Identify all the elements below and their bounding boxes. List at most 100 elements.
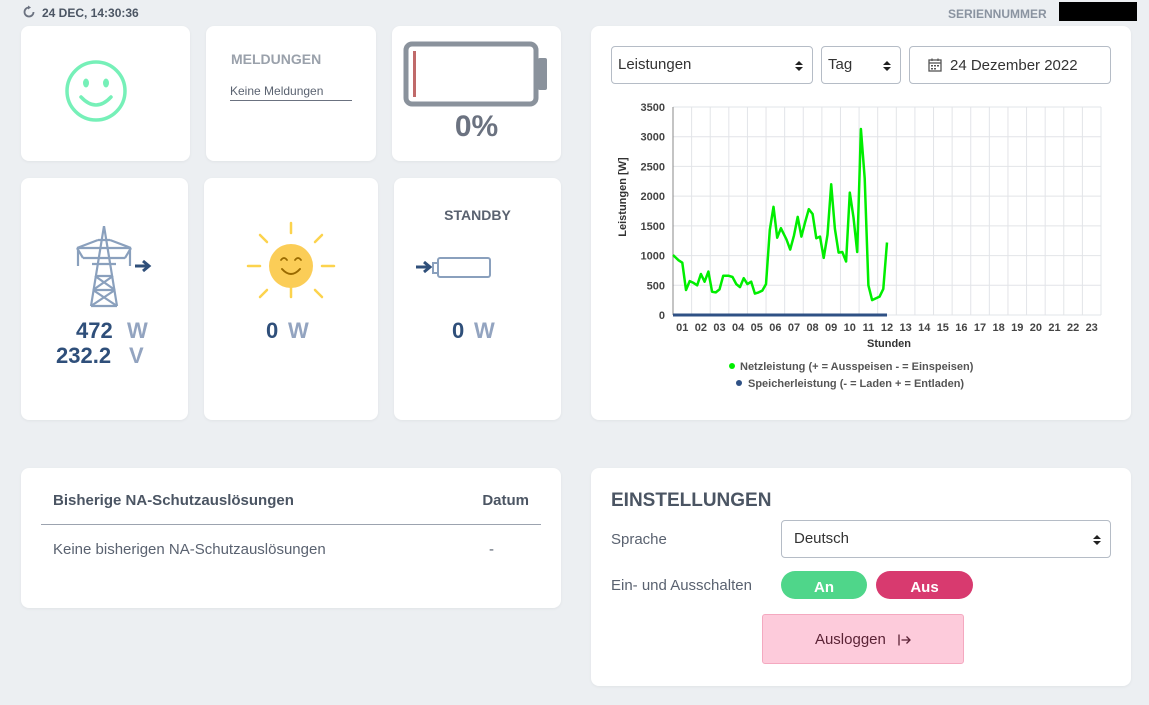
- y-axis-ticks: 0 500 1000 1500 2000 2500 3000 3500: [641, 102, 665, 322]
- language-label: Sprache: [611, 531, 667, 548]
- x-tick-label: 03: [713, 322, 725, 334]
- off-button[interactable]: Aus: [876, 571, 973, 599]
- x-tick-label: 06: [769, 322, 781, 334]
- x-tick-label: 19: [1011, 322, 1023, 334]
- grid-power-unit: W: [127, 318, 148, 343]
- na-protection-table: Bisherige NA-Schutzauslösungen Datum Kei…: [21, 468, 561, 608]
- table-empty-date: -: [489, 541, 494, 558]
- status-card: [21, 26, 190, 161]
- x-tick-label: 11: [863, 322, 875, 334]
- period-select[interactable]: Tag: [821, 46, 901, 84]
- y-tick-label: 500: [647, 280, 665, 292]
- x-tick-label: 13: [899, 322, 911, 334]
- x-tick-label: 23: [1086, 322, 1098, 334]
- date-picker[interactable]: 24 Dezember 2022: [909, 46, 1111, 84]
- table-empty-text: Keine bisherigen NA-Schutzauslösungen: [53, 541, 326, 558]
- battery-card: 0%: [392, 26, 561, 161]
- x-tick-label: 02: [695, 322, 707, 334]
- smiley-icon: [65, 60, 127, 122]
- solar-power-value: 0: [266, 318, 279, 343]
- storage-battery-icon: [416, 257, 491, 278]
- solar-power-unit: W: [288, 318, 309, 343]
- settings-card: EINSTELLUNGEN Sprache Deutsch Ein- und A…: [591, 468, 1131, 686]
- legend-label-speicher[interactable]: Speicherleistung (- = Laden + = Entladen…: [748, 378, 964, 390]
- power-toggle-label: Ein- und Ausschalten: [611, 577, 752, 594]
- messages-title: MELDUNGEN: [231, 51, 322, 67]
- y-tick-label: 2500: [641, 161, 665, 173]
- x-tick-label: 08: [806, 322, 818, 334]
- settings-title: EINSTELLUNGEN: [611, 490, 772, 511]
- logout-icon: [898, 634, 911, 646]
- storage-power-unit: W: [474, 318, 495, 343]
- x-tick-label: 01: [676, 322, 688, 334]
- refresh-icon[interactable]: [22, 5, 36, 19]
- x-tick-label: 21: [1048, 322, 1060, 334]
- x-tick-label: 14: [918, 322, 931, 334]
- language-select-value: Deutsch: [794, 530, 850, 547]
- x-tick-label: 22: [1067, 322, 1079, 334]
- serial-number-redacted: [1059, 2, 1137, 21]
- x-tick-label: 12: [881, 322, 893, 334]
- date-value: 24 Dezember 2022: [950, 57, 1078, 74]
- top-bar: 24 DEC, 14:30:36 SERIENNUMMER: [0, 0, 1149, 26]
- metric-select[interactable]: Leistungen: [611, 46, 813, 84]
- calendar-icon: [928, 58, 942, 72]
- messages-text: Keine Meldungen: [230, 84, 352, 101]
- power-tower-icon: [76, 226, 152, 308]
- y-tick-label: 1500: [641, 221, 665, 233]
- series-line-netzleistung[interactable]: [672, 127, 889, 302]
- chart-series: [672, 127, 889, 317]
- datetime: 24 DEC, 14:30:36: [42, 6, 139, 20]
- table-header-date: Datum: [482, 492, 529, 509]
- y-tick-label: 0: [659, 310, 665, 322]
- storage-status: STANDBY: [444, 207, 511, 223]
- legend-marker-netz: [729, 363, 735, 369]
- table-divider: [41, 524, 541, 525]
- chart-card: Leistungen Tag 24 Dezember 2022 0 500 1000…: [591, 26, 1131, 420]
- messages-card: MELDUNGEN Keine Meldungen: [206, 26, 376, 161]
- y-tick-label: 3500: [641, 102, 665, 114]
- grid-voltage-unit: V: [129, 343, 144, 368]
- x-tick-label: 20: [1030, 322, 1042, 334]
- legend-marker-speicher: [736, 380, 742, 386]
- table-header-event: Bisherige NA-Schutzauslösungen: [53, 492, 294, 509]
- logout-label: Ausloggen: [814, 631, 886, 648]
- y-tick-label: 2000: [641, 191, 665, 203]
- language-select[interactable]: Deutsch: [781, 520, 1111, 558]
- select-arrows-icon: [883, 61, 891, 71]
- x-axis-label: Stunden: [867, 338, 911, 350]
- grid-power-value: 472: [76, 318, 113, 343]
- sun-icon: [246, 221, 336, 299]
- solar-card: 0 W: [204, 178, 378, 420]
- legend-label-netz[interactable]: Netzleistung (+ = Ausspeisen - = Einspei…: [740, 361, 974, 373]
- battery-level-fill: [413, 51, 416, 97]
- storage-card: STANDBY 0 W: [394, 178, 561, 420]
- on-button[interactable]: An: [781, 571, 867, 599]
- x-tick-label: 15: [937, 322, 949, 334]
- x-axis-ticks: 01 02 03 04 05 06 07 08 09 10 11 12 13 14 15 16 17 18 19 20…: [676, 322, 1098, 334]
- x-tick-label: 18: [993, 322, 1005, 334]
- x-tick-label: 07: [788, 322, 800, 334]
- y-axis-label: Leistungen [W]: [617, 157, 629, 237]
- y-tick-label: 1000: [641, 251, 665, 263]
- logout-button[interactable]: Ausloggen: [762, 614, 964, 664]
- x-tick-label: 17: [974, 322, 986, 334]
- storage-power-value: 0: [452, 318, 465, 343]
- select-arrows-icon: [795, 61, 803, 71]
- battery-icon: [403, 41, 547, 107]
- select-arrows-icon: [1093, 535, 1101, 545]
- serial-number-label: SERIENNUMMER: [948, 7, 1047, 21]
- x-tick-label: 10: [844, 322, 856, 334]
- grid-voltage-value: 232.2: [56, 343, 112, 368]
- y-tick-label: 3000: [641, 132, 665, 144]
- period-select-value: Tag: [828, 56, 853, 73]
- battery-percent: 0%: [454, 110, 499, 143]
- metric-select-value: Leistungen: [618, 56, 692, 73]
- x-tick-label: 05: [751, 322, 763, 334]
- x-tick-label: 09: [825, 322, 837, 334]
- chart-grid: [672, 106, 1102, 316]
- x-tick-label: 04: [732, 322, 745, 334]
- x-tick-label: 16: [955, 322, 967, 334]
- grid-card: 472 W 232.2 V: [21, 178, 188, 420]
